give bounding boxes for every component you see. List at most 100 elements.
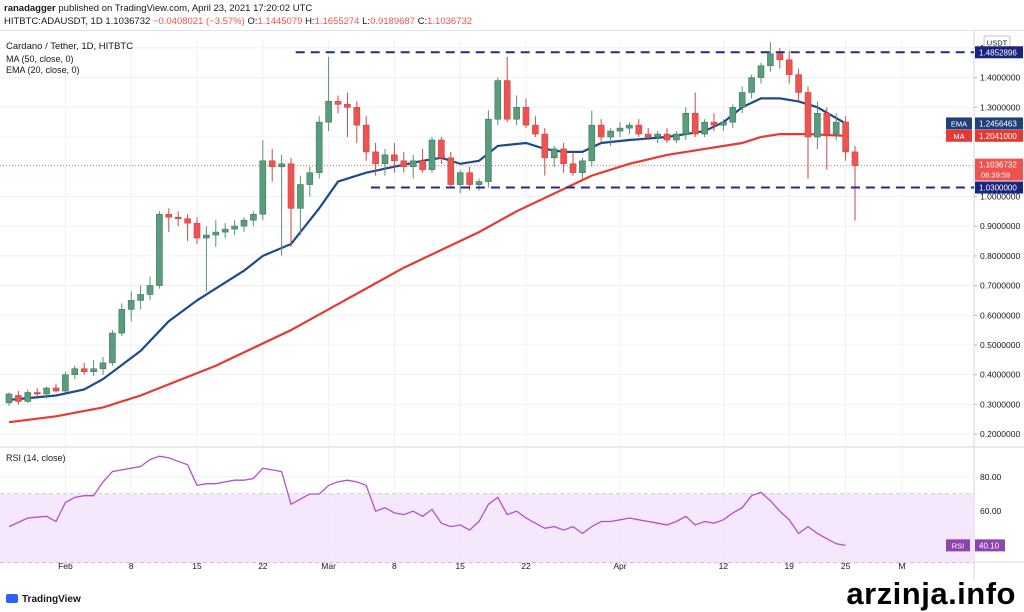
candle-51 [485, 110, 492, 188]
chart-marks [0, 41, 974, 547]
candle-35 [334, 95, 342, 114]
chart-footer: TradingView [0, 590, 1024, 610]
candle-26 [250, 211, 257, 227]
candle-body [532, 124, 539, 135]
date-tick-label: 15 [192, 561, 202, 571]
date-tick-label: Feb [58, 561, 73, 571]
price-tick-label: 1.0000000 [980, 191, 1020, 201]
candle-body [156, 213, 163, 286]
candle-body [663, 133, 671, 141]
candle-body [221, 228, 229, 233]
candle-body [851, 151, 859, 166]
ema20-line [8, 97, 847, 401]
candle-body [513, 107, 520, 120]
price-tick-label: 0.6000000 [980, 310, 1020, 320]
last-price-tag [975, 158, 1023, 181]
candle-body [99, 362, 107, 370]
rsi-name-label: RSI [952, 541, 965, 550]
candle-body [644, 133, 652, 138]
candle-body [381, 154, 389, 165]
candle-body [146, 285, 154, 295]
candle-86 [814, 101, 821, 149]
level-price-tag [975, 46, 1023, 59]
candle-46 [438, 137, 445, 164]
candle-41 [391, 142, 398, 173]
candle-84 [795, 68, 802, 102]
price-chart[interactable]: 0.2000000 0.3000000 0.4000000 0.5000000 0.60… [0, 31, 1024, 589]
candle-body [475, 181, 483, 185]
candle-body [776, 53, 784, 61]
candle-body [391, 154, 398, 162]
chart-title: Cardano / Tether, 1D, HITBTC [6, 41, 133, 52]
ema-price-tag [975, 117, 1023, 130]
price-tick-label: 0.2000000 [980, 429, 1020, 439]
candle-body [738, 92, 746, 108]
candle-body [720, 121, 727, 126]
candle-34 [325, 56, 332, 132]
candle-15 [146, 276, 154, 301]
candle-30 [287, 157, 295, 247]
candle-19 [184, 214, 191, 241]
price-tick-label: 0.3000000 [980, 399, 1020, 409]
candle-31 [297, 175, 304, 236]
price-tick-label: 0.8000000 [980, 251, 1020, 261]
candle-64 [607, 128, 614, 146]
symbol-label[interactable]: HITBTC:ADAUSDT, 1D [4, 16, 103, 27]
candle-body [278, 163, 285, 168]
author-name[interactable]: ranadagger [4, 3, 56, 14]
candle-73 [691, 92, 699, 138]
candle-body [541, 133, 549, 159]
date-tick-label: Apr [613, 561, 626, 571]
candle-61 [579, 157, 586, 179]
candle-body [80, 368, 88, 373]
tradingview-logo[interactable]: TradingView [6, 594, 81, 605]
candle-82 [776, 47, 784, 69]
candle-body [626, 124, 633, 129]
candle-89 [842, 116, 849, 161]
rsi-line [8, 455, 846, 547]
candle-body [372, 151, 379, 165]
date-tick-label: M [898, 561, 905, 571]
candle-body [287, 163, 295, 209]
candle-44 [419, 148, 426, 173]
candle-body [494, 80, 502, 120]
rsi-title: RSI (14, close) [6, 453, 66, 463]
candle-62 [588, 110, 596, 167]
candle-21 [203, 226, 210, 292]
candle-body [832, 121, 840, 135]
price-tick-label: 0.4000000 [980, 370, 1020, 380]
chart-axes: 0.2000000 0.3000000 0.4000000 0.5000000 0.60… [58, 35, 1023, 571]
candle-40 [381, 148, 389, 176]
price-tick-label: 0.5000000 [980, 340, 1020, 350]
candle-36 [344, 92, 351, 138]
candle-22 [212, 220, 220, 247]
candle-75 [710, 113, 718, 132]
candle-70 [663, 128, 671, 143]
candle-42 [400, 151, 408, 173]
candle-body [43, 387, 50, 395]
candle-body [353, 107, 361, 126]
candle-13 [127, 291, 135, 322]
candle-57 [541, 128, 549, 176]
candle-body [118, 309, 126, 334]
tradingview-logo-icon [6, 594, 18, 603]
candle-33 [315, 116, 323, 179]
ema-name-label: EMA [951, 119, 967, 128]
candle-body [522, 107, 530, 126]
candle-body [297, 184, 304, 209]
candle-25 [240, 217, 248, 233]
rsi-tick-label: 60.00 [980, 506, 1002, 516]
ohlc-high-value: 1.1655274 [314, 16, 360, 27]
candle-body [842, 121, 849, 153]
candle-body [804, 92, 812, 138]
candle-body [90, 368, 97, 373]
candle-55 [522, 98, 530, 129]
candle-60 [569, 151, 577, 176]
candle-body [400, 160, 408, 168]
candle-body [15, 395, 22, 402]
candle-body [447, 157, 455, 185]
candle-16 [156, 211, 163, 289]
candle-59 [560, 142, 567, 173]
candle-23 [221, 223, 229, 239]
candle-77 [729, 104, 737, 129]
